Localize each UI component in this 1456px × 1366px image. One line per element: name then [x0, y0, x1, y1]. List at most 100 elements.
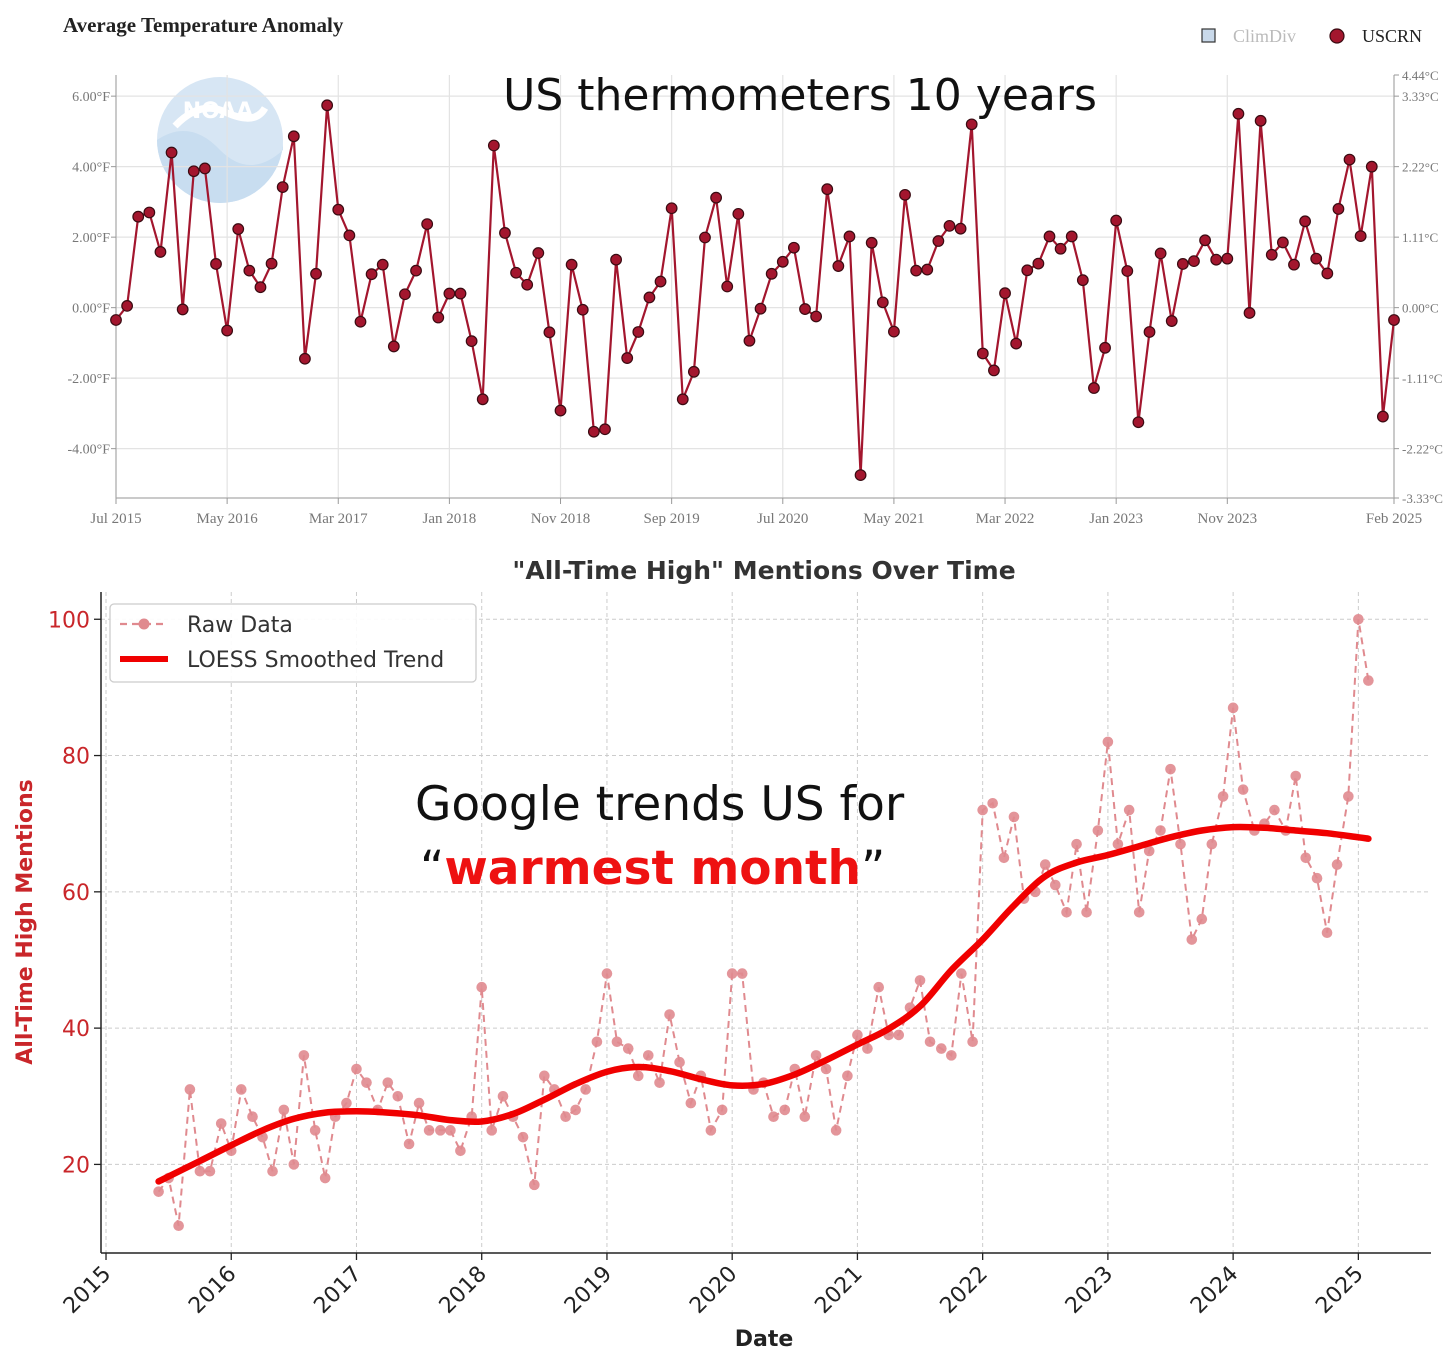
top-xtick-label: Feb 2025 [1366, 511, 1422, 527]
bottom-chart-title: "All-Time High" Mentions Over Time [512, 556, 1015, 585]
top-xtick-label: Mar 2022 [976, 511, 1035, 527]
raw-data-point [799, 1111, 811, 1123]
uscrn-point [1199, 234, 1211, 247]
uscrn-point [143, 206, 156, 219]
uscrn-point [321, 99, 334, 112]
square-marker-icon [1201, 28, 1216, 43]
top-xtick-label: Jan 2018 [423, 511, 477, 527]
top-ytick-label-left: 0.00°F [72, 302, 110, 317]
top-legend[interactable]: ClimDiv USCRN [1201, 26, 1422, 46]
raw-data-point [403, 1138, 415, 1150]
uscrn-point [199, 162, 211, 175]
top-ytick-label-right: -2.22°C [1402, 442, 1443, 457]
raw-data-point [1353, 613, 1364, 625]
raw-data-point [936, 1043, 947, 1054]
uscrn-point [243, 264, 256, 277]
raw-data-point [674, 1056, 685, 1068]
legend-label-loess[interactable]: LOESS Smoothed Trend [187, 648, 444, 673]
raw-data-point [278, 1104, 290, 1116]
raw-data-point [476, 981, 488, 993]
raw-data-point [1321, 927, 1333, 939]
uscrn-point [832, 260, 845, 272]
top-xtick-label: May 2021 [863, 511, 924, 527]
raw-data-point [862, 1043, 873, 1054]
uscrn-point [1388, 314, 1400, 326]
raw-data-point [967, 1036, 978, 1048]
raw-data-point [1227, 702, 1239, 714]
uscrn-point [265, 257, 278, 270]
bottom-xtick-label: 2020 [685, 1262, 742, 1319]
raw-data-point [1112, 838, 1124, 850]
uscrn-point [787, 241, 800, 254]
uscrn-point [532, 247, 545, 259]
uscrn-point [1321, 267, 1334, 280]
uscrn-point [821, 183, 834, 196]
uscrn-point [943, 219, 956, 232]
raw-data-point [987, 797, 998, 809]
uscrn-point [721, 280, 734, 293]
raw-data-point [235, 1084, 247, 1095]
raw-data-point [664, 1009, 675, 1020]
uscrn-point [1165, 315, 1178, 327]
bottom-ytick-label: 100 [48, 608, 90, 633]
raw-data-point [977, 804, 988, 816]
bottom-overlay-line1: Google trends US for [415, 777, 905, 832]
raw-data-point [956, 968, 967, 979]
raw-data-point [716, 1104, 728, 1116]
raw-data-line [157, 619, 1370, 1226]
uscrn-point [810, 310, 823, 323]
uscrn-point [254, 281, 267, 294]
legend-label-raw-data[interactable]: Raw Data [187, 613, 293, 638]
top-axes [115, 75, 1395, 499]
uscrn-point [1010, 337, 1023, 350]
top-gridlines [115, 75, 1395, 498]
top-xtick-label: Jul 2015 [90, 511, 141, 527]
raw-data-point [1102, 736, 1114, 748]
uscrn-point [765, 267, 778, 280]
bottom-legend[interactable]: Raw Data LOESS Smoothed Trend [109, 603, 477, 683]
raw-data-point [1155, 825, 1166, 836]
loess-trend-line [155, 823, 1372, 1185]
uscrn-point [1032, 257, 1045, 270]
uscrn-point [865, 236, 878, 249]
raw-data-point [423, 1125, 435, 1136]
raw-data-point [726, 968, 738, 979]
raw-data-point [1300, 852, 1312, 864]
bottom-xtick-label: 2019 [560, 1262, 617, 1319]
raw-data-point [1071, 838, 1082, 850]
top-ytick-label-right: 1.11°C [1402, 230, 1438, 245]
uscrn-point [276, 181, 289, 193]
top-xtick-label: Nov 2023 [1198, 511, 1258, 527]
uscrn-point [776, 255, 789, 268]
bottom-xtick-label: 2025 [1311, 1262, 1368, 1319]
uscrn-point [154, 246, 167, 258]
bottom-x-ticks: 2015 2016 2017 2018 2019 2020 2021 2022 2023 2024… [59, 1253, 1369, 1319]
uscrn-point [510, 266, 522, 279]
raw-data-point [842, 1070, 853, 1082]
raw-data-point [413, 1097, 425, 1109]
uscrn-point [1221, 252, 1234, 265]
uscrn-point [343, 229, 356, 242]
uscrn-point [976, 347, 989, 360]
uscrn-point [1154, 247, 1167, 260]
top-ytick-label-right: 0.00°C [1402, 301, 1439, 316]
legend-label-uscrn[interactable]: USCRN [1362, 26, 1422, 46]
raw-data-point [153, 1186, 164, 1197]
raw-data-point [893, 1029, 905, 1041]
bottom-ytick-label: 80 [62, 745, 90, 770]
uscrn-point [187, 165, 200, 178]
bottom-xtick-label: 2015 [59, 1262, 116, 1319]
uscrn-point [410, 264, 422, 277]
bottom-xtick-label: 2022 [936, 1262, 993, 1319]
raw-data-point [622, 1043, 634, 1054]
raw-data-point [215, 1118, 227, 1129]
raw-data-point [445, 1125, 456, 1136]
legend-label-climdiv[interactable]: ClimDiv [1233, 26, 1296, 46]
raw-data-point [705, 1125, 717, 1136]
uscrn-point [743, 334, 756, 347]
uscrn-point [610, 253, 622, 266]
raw-data-point [1049, 879, 1061, 891]
raw-data-point [319, 1172, 331, 1184]
top-y-ticks-right: 4.44°C 3.33°C 2.22°C 1.11°C 0.00°C -1.11°C -2.… [1394, 68, 1443, 506]
